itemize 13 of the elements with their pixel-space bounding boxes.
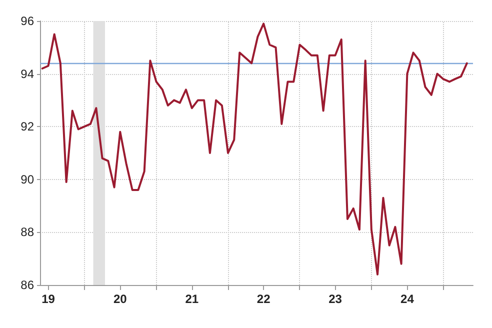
x-tick-label: 22 bbox=[256, 292, 271, 306]
y-tick-label: 96 bbox=[20, 14, 34, 28]
y-tick-label: 94 bbox=[20, 66, 34, 81]
x-tick-label: 24 bbox=[400, 292, 414, 306]
x-tick-label: 20 bbox=[113, 292, 128, 306]
y-tick-label: 86 bbox=[20, 278, 34, 292]
x-tick-label: 23 bbox=[328, 292, 342, 306]
x-tick-label: 21 bbox=[185, 292, 199, 306]
y-tick-label: 88 bbox=[20, 225, 34, 240]
line-series bbox=[41, 22, 468, 276]
y-tick-label: 90 bbox=[20, 172, 34, 186]
y-tick-label: 92 bbox=[20, 120, 34, 134]
x-tick-label: 19 bbox=[42, 292, 56, 306]
